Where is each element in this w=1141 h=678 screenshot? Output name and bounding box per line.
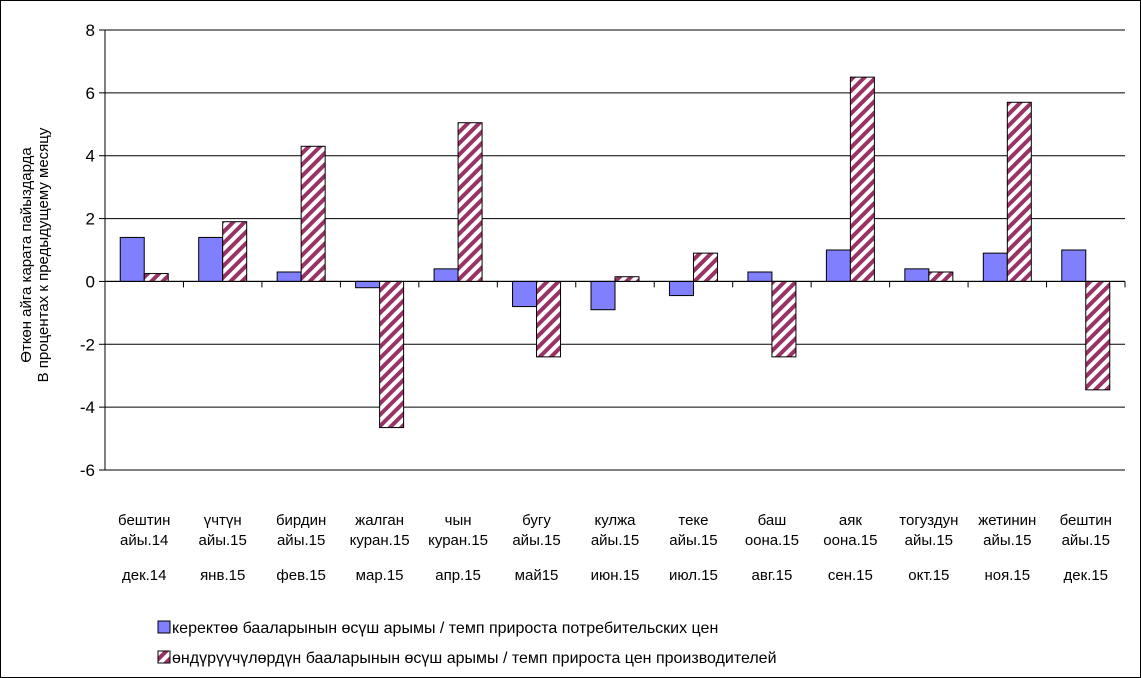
y-tick-label: 2 — [86, 210, 95, 229]
category-label-ru: мар.15 — [356, 567, 404, 584]
category-label-kg: аяк — [839, 512, 862, 529]
y-tick-label: -4 — [80, 398, 95, 417]
category-label-kg: айы.15 — [983, 532, 1031, 549]
y-tick-label: -6 — [80, 461, 95, 480]
y-axis-title: Өткөн айга карата пайыздарда В процентах … — [18, 127, 52, 382]
bar-producer-prices — [849, 76, 875, 282]
category-label-ru: май15 — [515, 567, 559, 584]
category-label-ru: июл.15 — [669, 567, 718, 584]
bar-consumer-prices — [668, 280, 694, 297]
category-label-kg: айы.15 — [591, 532, 639, 549]
category-label-ru: дек.15 — [1064, 567, 1109, 584]
category-label-kg: айы.15 — [512, 532, 560, 549]
bar-consumer-prices — [904, 268, 930, 282]
bars — [119, 76, 1111, 429]
bar-producer-prices — [1006, 101, 1032, 282]
bar-producer-prices — [143, 273, 169, 282]
y-tick-label: 6 — [86, 84, 95, 103]
bar-consumer-prices — [825, 249, 851, 282]
category-label-kg: куран.15 — [428, 532, 488, 549]
bar-producer-prices — [457, 122, 483, 282]
y-axis-title-ru: В процентах к предыдущему месяцу — [35, 127, 52, 382]
category-label-kg: айы.14 — [120, 532, 168, 549]
y-tick-label: 8 — [86, 21, 95, 40]
legend-label-producer: өндүрүүчүлөрдүн бааларынын өсүш арымы / … — [172, 650, 777, 667]
legend: керектөө бааларынын өсүш арымы / темп пр… — [157, 620, 777, 667]
bar-producer-prices — [222, 221, 248, 282]
bar-producer-prices — [614, 276, 640, 282]
bar-consumer-prices — [747, 271, 773, 282]
category-label-kg: баш — [758, 512, 787, 529]
bar-consumer-prices — [276, 271, 302, 282]
bar-consumer-prices — [433, 268, 459, 282]
bar-consumer-prices — [119, 236, 145, 282]
category-label-kg: оона.15 — [745, 532, 799, 549]
category-label-kg: куран.15 — [350, 532, 410, 549]
category-label-ru: июн.15 — [591, 567, 640, 584]
category-label-kg: айы.15 — [669, 532, 717, 549]
category-label-kg: кулжа — [594, 512, 636, 529]
category-label-kg: тогуздун — [899, 512, 958, 529]
category-label-kg: айы.15 — [905, 532, 953, 549]
y-tick-label: 4 — [86, 147, 95, 166]
category-label-ru: дек.14 — [122, 567, 167, 584]
category-label-kg: жетинин — [978, 512, 1036, 529]
bar-consumer-prices — [355, 280, 381, 289]
category-label-kg: бештин — [1060, 512, 1112, 529]
category-label-ru: ноя.15 — [985, 567, 1031, 584]
bar-producer-prices — [379, 280, 405, 429]
y-tick-label: -2 — [80, 335, 95, 354]
bar-producer-prices — [692, 252, 718, 282]
category-label-kg: бирдин — [276, 512, 326, 529]
category-label-ru: окт.15 — [908, 567, 949, 584]
category-label-ru: фев.15 — [276, 567, 326, 584]
category-label-kg: чын — [445, 512, 472, 529]
y-axis-title-kg: Өткөн айга карата пайыздарда — [18, 147, 35, 363]
category-label-kg: айы.15 — [199, 532, 247, 549]
bar-producer-prices — [1085, 280, 1111, 391]
category-label-kg: үчтүн — [204, 512, 242, 529]
bar-producer-prices — [300, 145, 326, 282]
category-label-kg: жалган — [355, 512, 404, 529]
category-label-ru: сен.15 — [828, 567, 873, 584]
bar-producer-prices — [536, 280, 562, 358]
category-label-kg: айы.15 — [1062, 532, 1110, 549]
category-label-ru: авг.15 — [752, 567, 793, 584]
category-label-kg: бугу — [522, 512, 551, 529]
bar-consumer-prices — [982, 252, 1008, 282]
y-tick-labels: -6 -4 -2 0 2 4 6 8 — [80, 21, 105, 480]
legend-swatch-consumer — [157, 620, 171, 634]
category-label-ru: апр.15 — [435, 567, 481, 584]
bar-consumer-prices — [198, 236, 224, 282]
category-label-kg: бештин — [118, 512, 170, 529]
category-label-kg: оона.15 — [823, 532, 877, 549]
bar-producer-prices — [771, 280, 797, 358]
bar-consumer-prices — [590, 280, 616, 311]
axes — [104, 30, 1126, 470]
legend-label-consumer: керектөө бааларынын өсүш арымы / темп пр… — [172, 620, 718, 637]
bar-producer-prices — [928, 271, 954, 282]
y-tick-label: 0 — [86, 272, 95, 291]
bar-consumer-prices — [512, 280, 538, 308]
category-labels: бештин айы.14 дек.14 үчтүн айы.15 янв.15 бирди… — [118, 512, 1112, 584]
category-label-kg: теке — [678, 512, 708, 529]
category-label-kg: айы.15 — [277, 532, 325, 549]
category-label-ru: янв.15 — [200, 567, 245, 584]
bar-consumer-prices — [1061, 249, 1087, 282]
legend-swatch-producer — [157, 650, 171, 664]
